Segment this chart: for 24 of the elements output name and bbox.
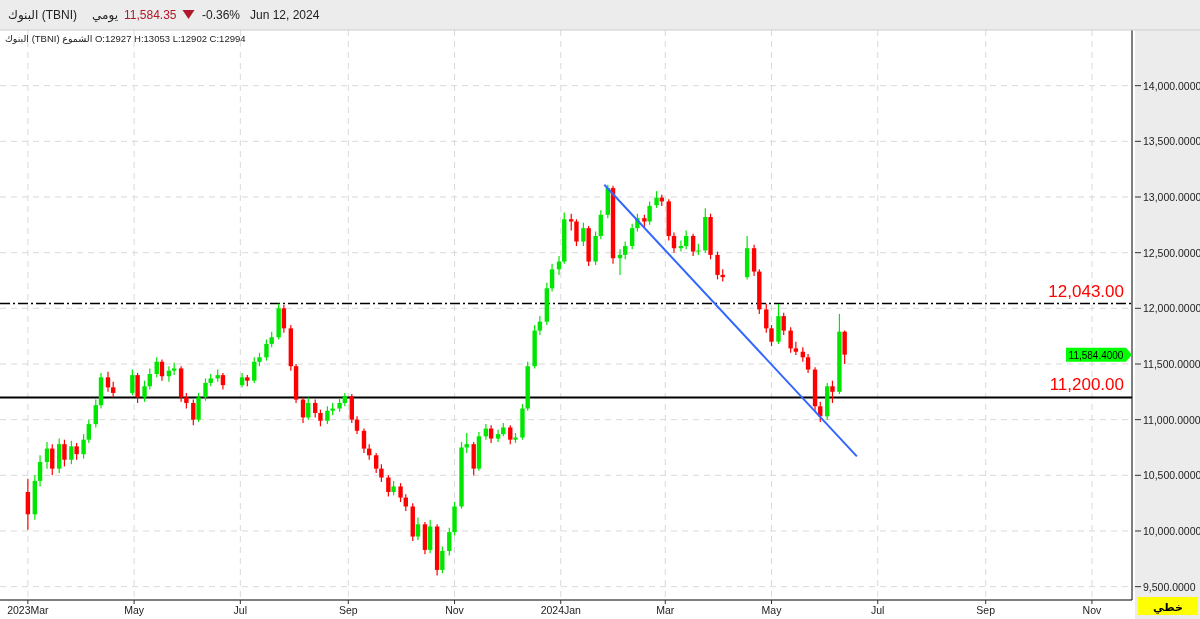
annotation: 11,584.4000 bbox=[1068, 349, 1124, 361]
x-tick-label: Nov bbox=[1082, 604, 1103, 616]
annotation: Jun 12, 2024 bbox=[250, 8, 320, 22]
x-tick-label: Jul bbox=[871, 604, 885, 616]
title: البنوك (TBNI) bbox=[8, 8, 77, 22]
y-tick-label: 9,500.0000 bbox=[1143, 580, 1196, 593]
x-tick-label: May bbox=[124, 604, 145, 616]
x-tick-label: Nov bbox=[445, 604, 465, 616]
x-tick-label: Jul bbox=[233, 604, 248, 616]
x-tick-label: May bbox=[761, 604, 783, 616]
x-tick-label: 2023Mar bbox=[7, 604, 50, 616]
subtitle: البنوك (TBNI) الشموع O:12927 H:13053 L:12902 C:12994 bbox=[5, 33, 246, 44]
annotation: خطي bbox=[1153, 601, 1183, 613]
ref-label: 11,200.00 bbox=[1049, 375, 1124, 395]
y-tick-label: 11,000.0000 bbox=[1143, 413, 1200, 426]
y-tick-label: 11,500.0000 bbox=[1143, 357, 1200, 370]
annotation: يومي bbox=[92, 8, 118, 22]
x-tick-label: 2024Jan bbox=[540, 604, 582, 616]
x-tick-label: Sep bbox=[976, 604, 996, 616]
x-tick-label: Mar bbox=[656, 604, 675, 616]
ref-label: 12,043.00 bbox=[1048, 281, 1124, 301]
x-tick-label: Sep bbox=[338, 604, 358, 616]
annotation: -0.36% bbox=[202, 8, 241, 22]
annotation: 11,584.35 bbox=[124, 8, 177, 22]
